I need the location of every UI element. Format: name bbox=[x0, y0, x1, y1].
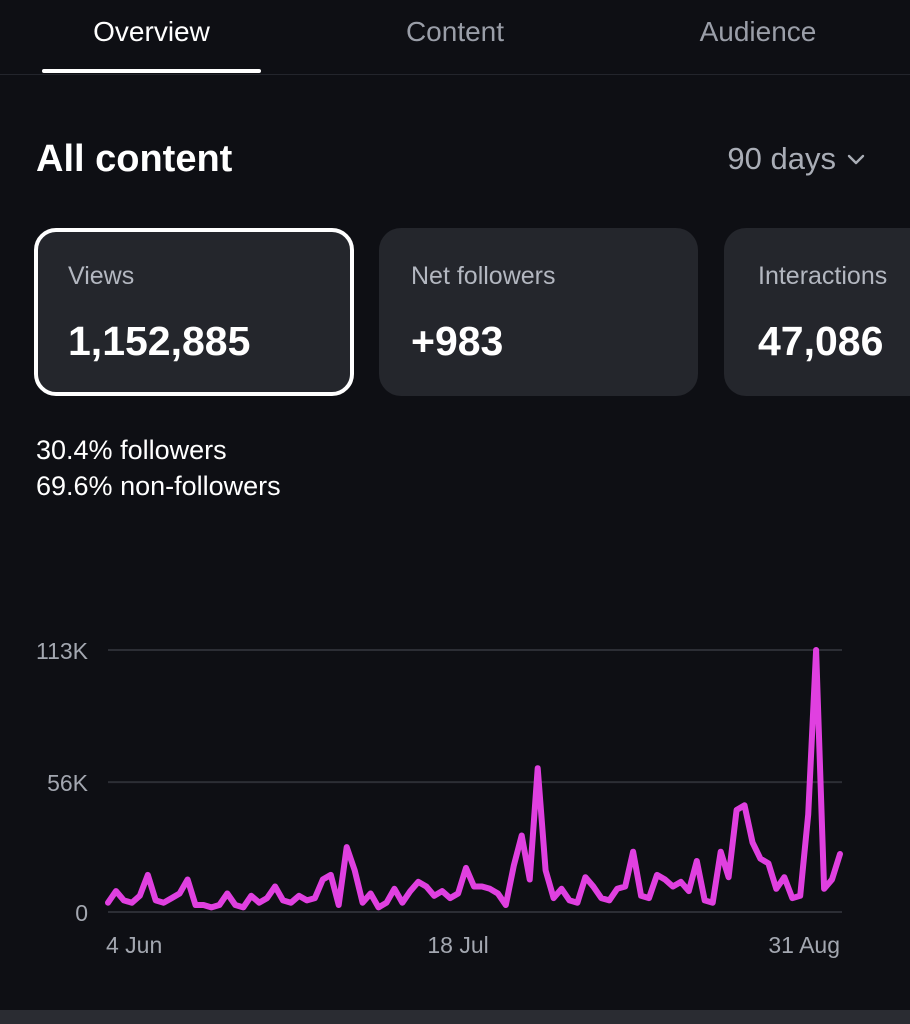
views-breakdown: 30.4% followers 69.6% non-followers bbox=[36, 432, 281, 504]
tab-content[interactable]: Content bbox=[405, 16, 505, 47]
followers-percent: 30.4% bbox=[36, 435, 113, 465]
metric-value: 1,152,885 bbox=[68, 318, 251, 364]
metric-value: 47,086 bbox=[758, 318, 884, 364]
y-tick-label: 113K bbox=[36, 638, 89, 664]
views-line-chart: 113K 56K 0 4 Jun 18 Jul 31 Aug bbox=[36, 638, 843, 958]
y-tick-label: 0 bbox=[75, 900, 88, 926]
metric-label: Views bbox=[68, 262, 135, 290]
x-tick-label: 31 Aug bbox=[768, 932, 840, 958]
tab-audience[interactable]: Audience bbox=[699, 16, 817, 47]
x-tick-label: 4 Jun bbox=[106, 932, 162, 958]
metric-card-net-followers[interactable]: Net followers +983 bbox=[379, 228, 698, 396]
metric-label: Net followers bbox=[411, 262, 556, 290]
followers-breakdown-row: 30.4% followers bbox=[36, 432, 281, 468]
views-chart: 113K 56K 0 4 Jun 18 Jul 31 Aug bbox=[0, 620, 910, 980]
views-series-line bbox=[105, 647, 843, 911]
date-range-label: 90 days bbox=[727, 141, 836, 176]
metric-label: Interactions bbox=[758, 262, 888, 290]
tab-bar: Overview Content Audience bbox=[0, 0, 910, 75]
followers-label: followers bbox=[120, 435, 227, 465]
page-title: All content bbox=[36, 138, 233, 180]
x-tick-label: 18 Jul bbox=[427, 932, 488, 958]
metric-value: +983 bbox=[411, 318, 504, 364]
metric-card-views[interactable]: Views 1,152,885 bbox=[34, 228, 354, 396]
non-followers-label: non-followers bbox=[120, 471, 281, 501]
y-tick-label: 56K bbox=[47, 770, 89, 796]
active-tab-indicator bbox=[42, 69, 261, 73]
non-followers-breakdown-row: 69.6% non-followers bbox=[36, 468, 281, 504]
tab-overview[interactable]: Overview bbox=[93, 16, 210, 47]
date-range-dropdown[interactable]: 90 days bbox=[727, 138, 866, 180]
non-followers-percent: 69.6% bbox=[36, 471, 113, 501]
metric-card-interactions[interactable]: Interactions 47,086 bbox=[724, 228, 910, 396]
bottom-bar bbox=[0, 1010, 910, 1024]
chevron-down-icon bbox=[847, 154, 865, 165]
